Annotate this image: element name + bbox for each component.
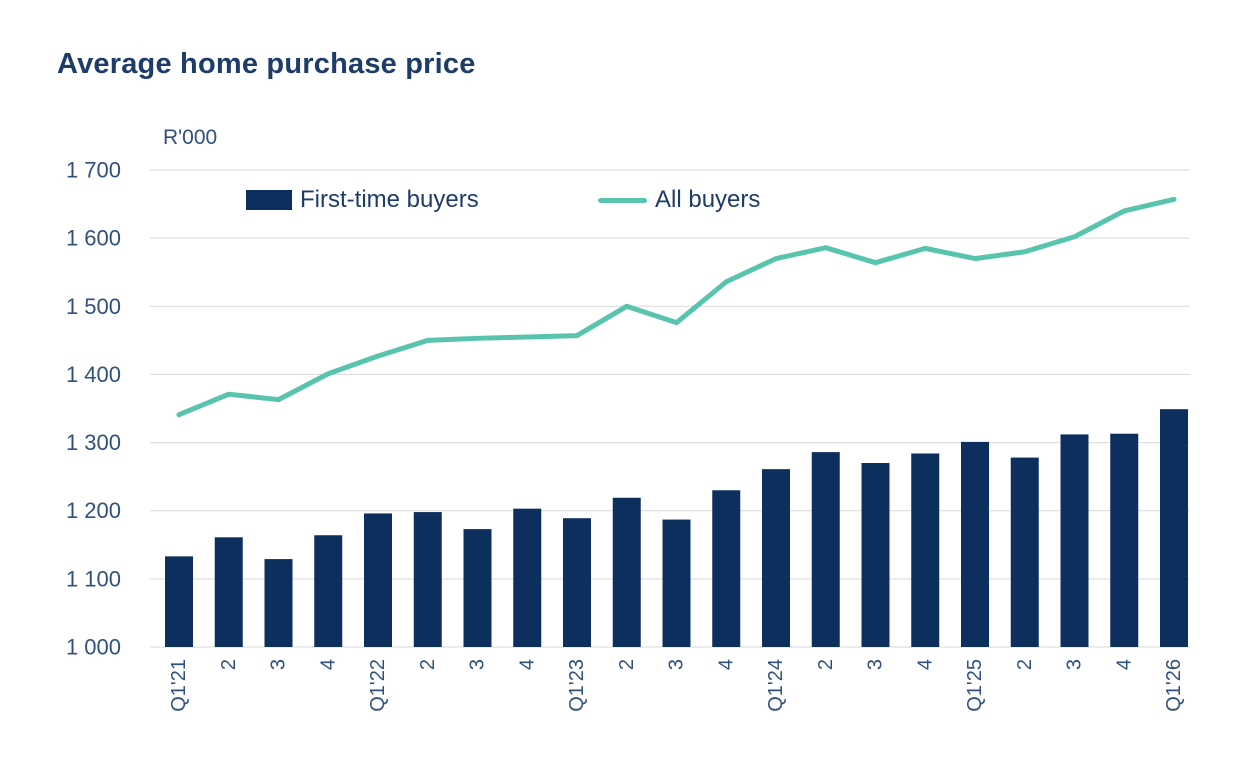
bar-first-time-buyers xyxy=(214,537,243,647)
x-tick-label: 4 xyxy=(317,659,339,670)
line-all-buyers xyxy=(176,196,1177,418)
y-tick-label: 1 400 xyxy=(66,362,121,387)
y-tick-label: 1 600 xyxy=(66,226,121,251)
y-tick-label: 1 200 xyxy=(66,498,121,523)
y-tick-label: 1 500 xyxy=(66,294,121,319)
bar-first-time-buyers xyxy=(513,508,542,647)
legend-line-swatch xyxy=(598,197,647,203)
bar-first-time-buyers xyxy=(364,513,392,647)
bar-first-time-buyers xyxy=(712,490,741,647)
x-tick-label: 3 xyxy=(268,659,290,670)
legend-item-first-time-buyers: First-time buyers xyxy=(246,186,479,213)
legend-item-all-buyers: All buyers xyxy=(598,186,761,213)
bar-first-time-buyers xyxy=(264,559,293,647)
legend-label-all-buyers: All buyers xyxy=(655,186,761,213)
bar-first-time-buyers xyxy=(861,463,890,647)
y-tick-label: 1 000 xyxy=(66,635,121,660)
bar-first-time-buyers xyxy=(563,518,591,647)
bar-first-time-buyers xyxy=(1010,457,1039,647)
legend-bar-swatch xyxy=(246,190,292,210)
y-tick-label: 1 100 xyxy=(66,566,121,591)
bar-first-time-buyers xyxy=(165,556,193,647)
y-tick-label: 1 300 xyxy=(66,430,121,455)
bar-first-time-buyers xyxy=(911,453,940,647)
y-axis-unit-label: R'000 xyxy=(163,126,218,149)
chart-title: Average home purchase price xyxy=(57,48,476,80)
bar-first-time-buyers xyxy=(612,497,641,647)
bar-first-time-buyers xyxy=(1110,433,1139,647)
x-tick-label: 4 xyxy=(1113,659,1135,670)
bar-first-time-buyers xyxy=(961,441,989,647)
bar-first-time-buyers xyxy=(1160,409,1188,647)
x-tick-label: 3 xyxy=(467,659,489,670)
x-tick-label: 2 xyxy=(218,659,240,670)
bar-first-time-buyers xyxy=(413,512,442,647)
bar-first-time-buyers xyxy=(811,452,840,647)
x-tick-label: Q1'23 xyxy=(566,659,588,712)
x-tick-label: 2 xyxy=(417,659,439,670)
x-tick-label: 3 xyxy=(666,659,688,670)
legend-label-first-time-buyers: First-time buyers xyxy=(300,186,479,213)
bar-first-time-buyers xyxy=(762,469,790,647)
bar-first-time-buyers xyxy=(463,529,492,647)
bar-first-time-buyers xyxy=(1060,434,1089,647)
x-tick-label: 3 xyxy=(1064,659,1086,670)
x-tick-label: 2 xyxy=(815,659,837,670)
x-tick-label: Q1'26 xyxy=(1163,659,1185,712)
y-tick-label: 1 700 xyxy=(66,158,121,183)
x-tick-label: 2 xyxy=(1014,659,1036,670)
x-tick-label: 3 xyxy=(865,659,887,670)
x-tick-label: Q1'22 xyxy=(367,659,389,712)
x-tick-label: Q1'21 xyxy=(168,659,190,712)
x-tick-label: 2 xyxy=(616,659,638,670)
bar-first-time-buyers xyxy=(314,535,343,647)
bar-first-time-buyers xyxy=(662,519,691,647)
x-tick-label: 4 xyxy=(516,659,538,670)
x-tick-label: 4 xyxy=(914,659,936,670)
x-tick-label: Q1'24 xyxy=(765,659,787,712)
x-tick-label: Q1'25 xyxy=(964,659,986,712)
x-tick-label: 4 xyxy=(715,659,737,670)
